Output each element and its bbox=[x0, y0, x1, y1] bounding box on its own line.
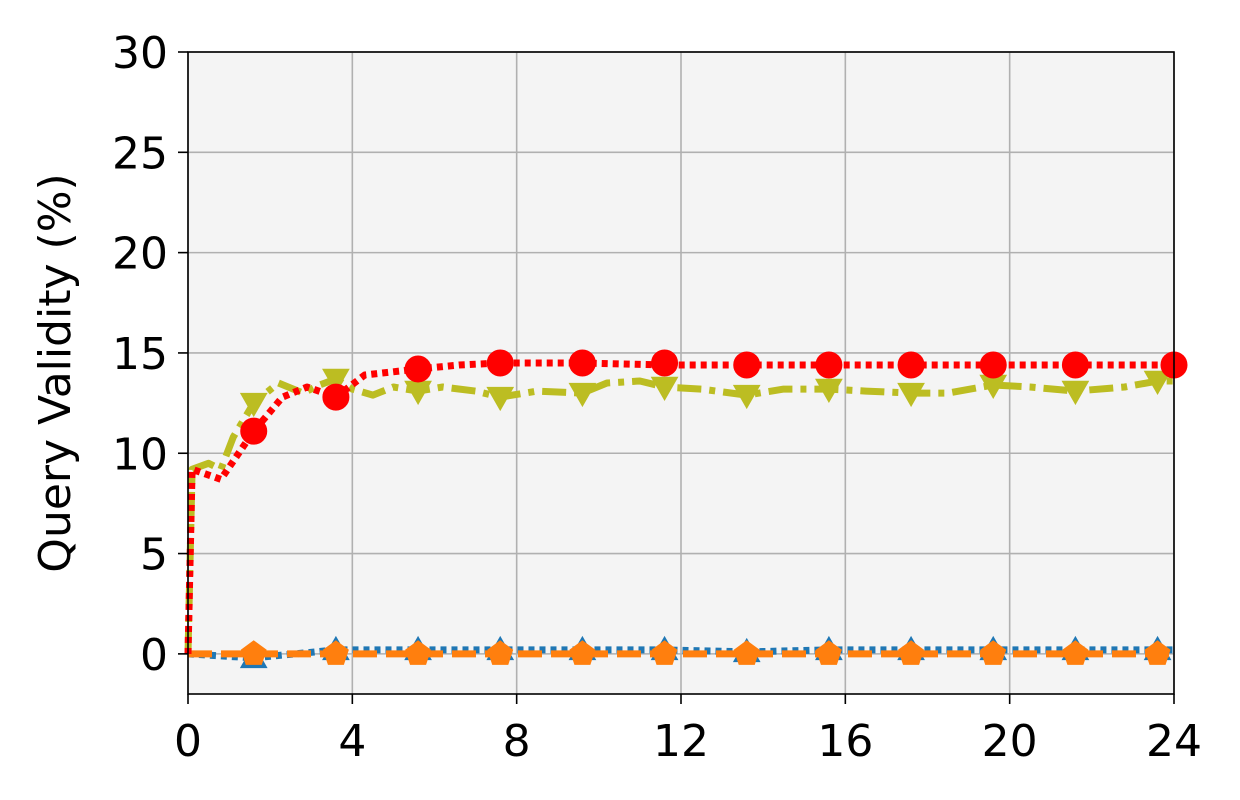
x-tick-label: 12 bbox=[653, 716, 709, 767]
pentagon-marker bbox=[569, 640, 596, 665]
pentagon-marker bbox=[405, 640, 431, 665]
y-tick-label: 10 bbox=[112, 429, 168, 480]
y-tick-label: 0 bbox=[140, 630, 168, 681]
y-tick-label: 25 bbox=[112, 128, 168, 179]
pentagon-marker bbox=[1062, 640, 1089, 665]
x-tick-label: 20 bbox=[982, 716, 1038, 767]
pentagon-marker bbox=[980, 640, 1007, 665]
y-tick-label: 20 bbox=[112, 229, 168, 280]
triangle-down-marker bbox=[239, 392, 268, 418]
triangle-down-marker bbox=[815, 378, 843, 404]
pentagon-marker bbox=[651, 640, 678, 665]
x-tick-label: 24 bbox=[1146, 716, 1202, 767]
series-1 bbox=[188, 640, 1174, 665]
triangle-down-marker bbox=[732, 384, 761, 410]
circle-marker bbox=[651, 349, 679, 377]
triangle-down-marker bbox=[322, 368, 350, 394]
series-2 bbox=[184, 368, 1174, 654]
circle-marker bbox=[815, 351, 843, 379]
pentagon-marker bbox=[322, 640, 349, 665]
y-tick-label: 5 bbox=[140, 530, 168, 581]
pentagon-marker bbox=[487, 640, 514, 665]
circle-marker bbox=[568, 349, 596, 377]
pentagon-marker bbox=[240, 640, 267, 665]
circle-marker bbox=[897, 351, 925, 379]
series-line bbox=[184, 375, 1174, 654]
pentagon-marker bbox=[898, 640, 924, 665]
circle-marker bbox=[1061, 351, 1089, 379]
circle-marker bbox=[486, 349, 514, 377]
y-tick-label: 15 bbox=[112, 329, 168, 380]
triangle-down-marker bbox=[1061, 380, 1090, 406]
circle-marker bbox=[240, 417, 268, 445]
ticks: 0 4 8 12 16 20 24 0 5 10 15 20 25 30 bbox=[112, 28, 1202, 767]
triangle-down-marker bbox=[568, 382, 597, 408]
triangle-down-marker bbox=[897, 382, 925, 408]
circle-marker bbox=[733, 351, 761, 379]
y-tick-label: 30 bbox=[112, 28, 168, 79]
triangle-down-marker bbox=[486, 386, 515, 412]
x-tick-label: 16 bbox=[817, 716, 873, 767]
triangle-down-marker bbox=[650, 376, 679, 402]
pentagon-marker bbox=[815, 640, 842, 665]
x-tick-label: 0 bbox=[174, 716, 202, 767]
x-tick-label: 8 bbox=[503, 716, 531, 767]
circle-marker bbox=[404, 355, 432, 383]
circle-marker bbox=[322, 383, 350, 411]
triangle-down-marker bbox=[1143, 370, 1172, 396]
circle-marker bbox=[979, 351, 1007, 379]
x-tick-label: 4 bbox=[338, 716, 366, 767]
pentagon-marker bbox=[733, 640, 760, 665]
pentagon-marker bbox=[1144, 640, 1171, 665]
y-axis-title: Query Validity (%) bbox=[30, 173, 81, 572]
